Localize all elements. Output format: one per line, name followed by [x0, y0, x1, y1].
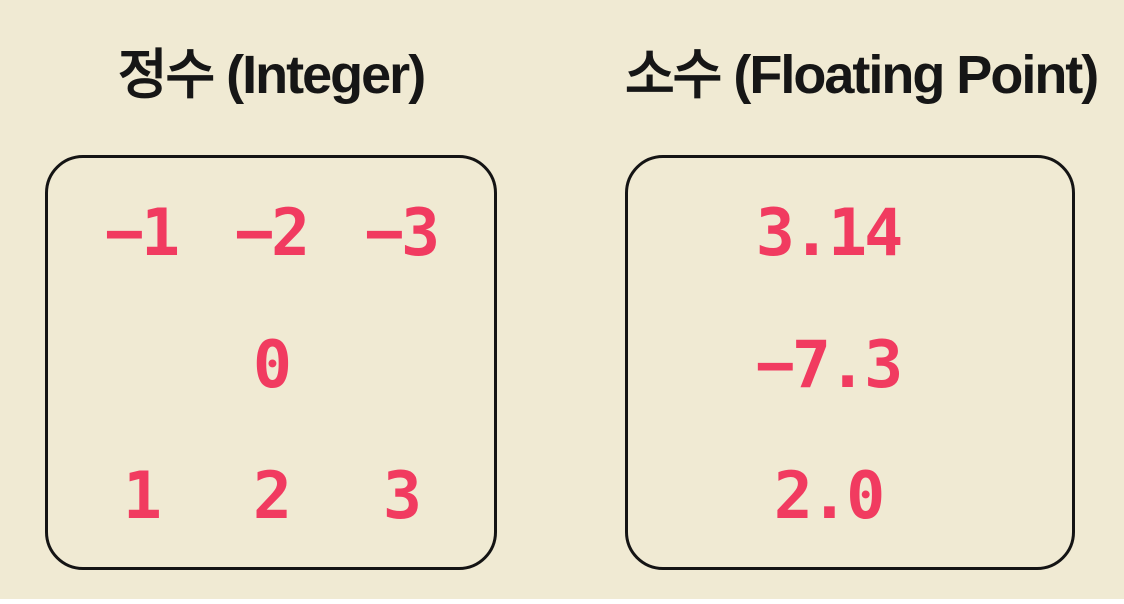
- float-row-negative: −7.3: [606, 331, 1050, 400]
- integer-row-negatives: −1 −2 −3: [48, 200, 494, 268]
- float-row-pi: 3.14: [606, 200, 1050, 268]
- number-neg-1: −1: [104, 196, 180, 271]
- number-pos-2: 2: [252, 459, 292, 534]
- integer-panel-title: 정수 (Integer): [117, 45, 426, 105]
- float-box: 3.14 −7.3 2.0: [625, 155, 1075, 570]
- number-pos-3: 3: [382, 459, 422, 534]
- number-pos-1: 1: [122, 459, 162, 534]
- number-neg-3: −3: [364, 196, 440, 271]
- float-row-2-0: 2.0: [606, 463, 1050, 531]
- integer-row-zero: 0: [48, 331, 494, 400]
- float-panel-title: 소수 (Floating Point): [625, 45, 1099, 105]
- number-neg-2: −2: [234, 196, 310, 271]
- bottom-edge-strip: [0, 599, 1124, 604]
- number-zero: 0: [252, 327, 292, 403]
- number-3-14: 3.14: [755, 196, 904, 271]
- integer-row-positives: 1 2 3: [48, 463, 494, 531]
- number-neg-7-3: −7.3: [755, 327, 904, 403]
- number-2-0: 2.0: [773, 459, 885, 534]
- integer-box: −1 −2 −3 0 1 2 3: [45, 155, 497, 570]
